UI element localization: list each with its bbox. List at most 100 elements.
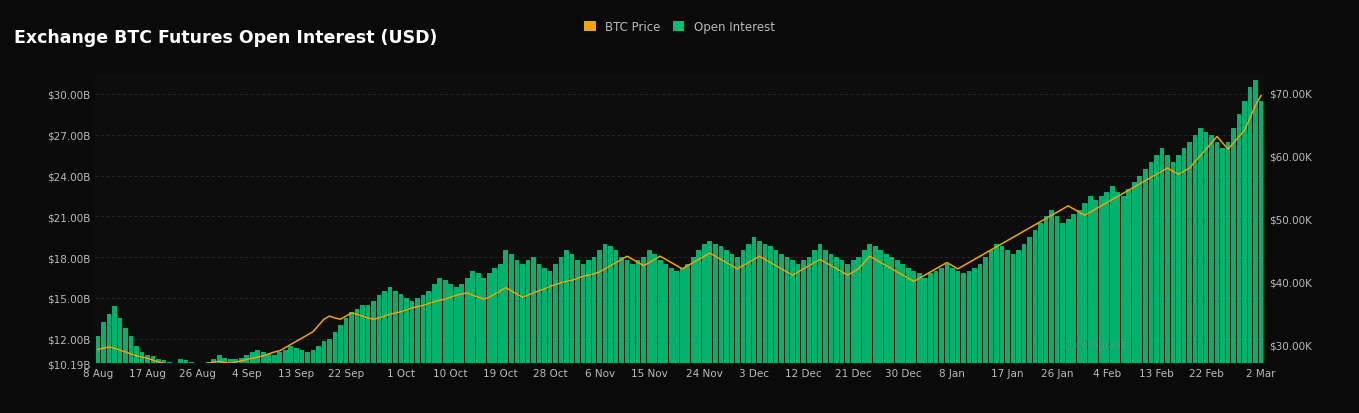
Bar [526,260,530,413]
Bar [106,314,111,413]
Bar [1065,219,1071,413]
Bar [1094,200,1098,413]
Bar [889,257,894,413]
Bar [977,264,983,413]
Bar [111,306,117,413]
Bar [355,309,359,413]
Bar [1204,133,1208,413]
Bar [867,244,872,413]
Bar [515,260,519,413]
Bar [1253,81,1258,413]
Bar [537,264,541,413]
Bar [410,301,414,413]
Bar [1049,210,1055,413]
Bar [1188,142,1192,413]
Bar [928,274,932,413]
Bar [735,257,739,413]
Bar [1226,142,1230,413]
Bar [834,257,839,413]
Bar [261,352,265,413]
Bar [299,350,304,413]
Bar [1076,210,1082,413]
Bar [741,251,745,413]
Bar [510,255,514,413]
Bar [1022,244,1026,413]
Bar [421,295,425,413]
Bar [272,355,277,413]
Bar [448,285,453,413]
Bar [183,361,189,413]
Bar [1210,135,1214,413]
Bar [376,295,382,413]
Bar [140,352,144,413]
Bar [829,255,833,413]
Bar [690,257,696,413]
Bar [1082,203,1087,413]
Bar [795,264,800,413]
Bar [647,251,651,413]
Bar [1248,88,1253,413]
Bar [288,346,294,413]
Bar [961,274,966,413]
Bar [906,268,911,413]
Bar [1127,190,1131,413]
Bar [724,251,728,413]
Bar [762,244,768,413]
Bar [856,257,862,413]
Bar [189,362,194,413]
Bar [454,287,458,413]
Bar [603,244,607,413]
Bar [487,274,492,413]
Bar [217,355,222,413]
Bar [459,285,463,413]
Bar [1199,128,1203,413]
Bar [151,356,155,413]
Bar [228,359,232,413]
Bar [1105,192,1109,413]
Bar [344,318,348,413]
Bar [371,301,376,413]
Bar [1237,115,1241,413]
Bar [393,292,398,413]
Bar [652,255,656,413]
Bar [983,257,988,413]
Bar [896,260,900,413]
Bar [129,336,133,413]
Bar [1159,149,1165,413]
Bar [883,255,889,413]
Bar [1000,247,1004,413]
Bar [311,350,315,413]
Bar [135,346,139,413]
Bar [813,251,817,413]
Bar [277,352,283,413]
Bar [531,257,535,413]
Bar [625,260,629,413]
Text: 🌐 coinglass: 🌐 coinglass [1065,339,1127,349]
Bar [923,278,927,413]
Bar [845,264,849,413]
Bar [790,260,795,413]
Bar [564,251,569,413]
Bar [234,359,238,413]
Bar [818,244,822,413]
Bar [575,260,580,413]
Bar [1038,223,1042,413]
Bar [901,264,905,413]
Bar [283,350,288,413]
Bar [145,355,149,413]
Bar [194,363,200,413]
Bar [1132,183,1136,413]
Bar [360,305,364,413]
Bar [746,244,750,413]
Bar [730,255,734,413]
Text: Exchange BTC Futures Open Interest (USD): Exchange BTC Futures Open Interest (USD) [14,29,438,47]
Bar [427,292,431,413]
Bar [239,358,243,413]
Bar [404,298,409,413]
Bar [470,271,476,413]
Bar [328,339,332,413]
Bar [591,257,597,413]
Bar [476,274,481,413]
Legend: BTC Price, Open Interest: BTC Price, Open Interest [579,17,780,39]
Bar [1231,128,1235,413]
